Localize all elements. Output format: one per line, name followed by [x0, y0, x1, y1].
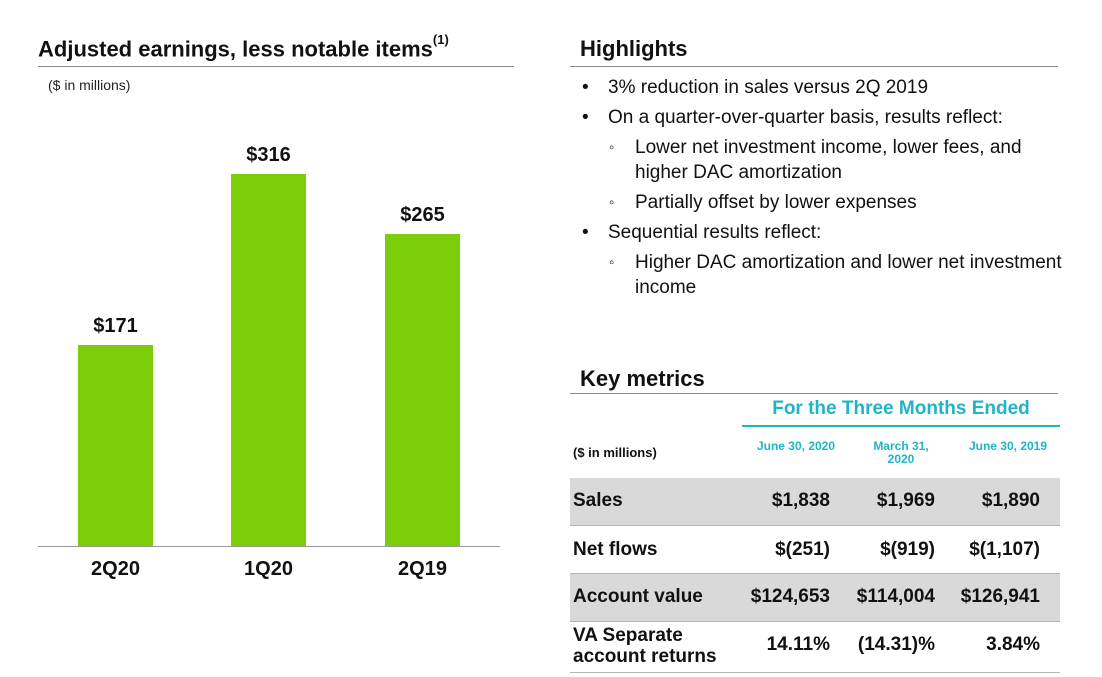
bar-2Q20 — [78, 344, 153, 546]
row-value: 14.11% — [766, 634, 830, 655]
metrics-title-rule — [570, 393, 1058, 394]
row-value: $126,941 — [960, 586, 1040, 607]
row-divider — [570, 621, 1060, 622]
row-value: $124,653 — [750, 586, 830, 607]
highlight-item: 3% reduction in sales versus 2Q 2019 — [608, 77, 929, 98]
row-label: VA Separate account returns — [573, 625, 717, 667]
row-value: $(1,107) — [969, 539, 1040, 560]
row-label: Account value — [573, 586, 703, 607]
category-label: 2Q20 — [91, 558, 140, 580]
bullet-icon: • — [582, 77, 589, 98]
column-header: June 30, 2019 — [968, 439, 1048, 453]
row-value: $(251) — [775, 539, 830, 560]
column-header: March 31, 2020 — [873, 439, 929, 466]
table-row — [570, 478, 1060, 525]
bar-chart: $171 2Q20 $316 1Q20 $265 2Q19 — [38, 100, 500, 620]
row-divider — [570, 525, 1060, 526]
row-value: $1,890 — [981, 490, 1040, 511]
bar-value-label: $316 — [246, 144, 291, 166]
category-label: 2Q19 — [398, 558, 447, 580]
row-value: (14.31)% — [857, 634, 935, 655]
period-header-rule — [742, 425, 1060, 427]
column-header: June 30, 2020 — [756, 439, 836, 453]
table-row — [570, 574, 1060, 621]
bullet-icon: • — [582, 222, 589, 243]
row-label: Net flows — [573, 539, 658, 560]
highlights-title-rule — [570, 66, 1058, 67]
highlight-item: Higher DAC amortization and lower net in… — [635, 252, 1062, 298]
table-unit-label: ($ in millions) — [573, 445, 657, 460]
bullet-icon: • — [582, 107, 589, 128]
chart-baseline — [38, 546, 500, 547]
footnote-marker: (1) — [432, 32, 449, 47]
row-value: 3.84% — [986, 634, 1040, 655]
bar-2Q19 — [385, 234, 460, 546]
sub-bullet-icon: ◦ — [609, 139, 615, 156]
row-divider — [570, 672, 1060, 673]
metrics-title: Key metrics — [580, 366, 705, 391]
row-value: $114,004 — [856, 586, 935, 607]
chart-title: Adjusted earnings, less notable items(1) — [38, 32, 449, 62]
row-divider — [570, 573, 1060, 574]
bar-1Q20 — [231, 174, 306, 546]
sub-bullet-icon: ◦ — [609, 254, 615, 271]
row-label: Sales — [573, 490, 623, 511]
category-label: 1Q20 — [244, 558, 293, 580]
chart-unit-note: ($ in millions) — [48, 77, 131, 93]
highlight-item: Lower net investment income, lower fees,… — [635, 137, 1022, 183]
chart-title-rule — [38, 66, 514, 67]
highlight-item: On a quarter-over-quarter basis, results… — [608, 107, 1003, 128]
row-value: $1,838 — [771, 490, 830, 511]
highlight-item: Sequential results reflect: — [608, 222, 822, 243]
row-value: $(919) — [880, 539, 935, 560]
period-header: For the Three Months Ended — [772, 398, 1030, 419]
highlight-item: Partially offset by lower expenses — [635, 192, 917, 213]
row-value: $1,969 — [876, 490, 935, 511]
bar-value-label: $265 — [400, 204, 445, 227]
sub-bullet-icon: ◦ — [609, 194, 615, 211]
highlights-title: Highlights — [580, 36, 688, 61]
bar-value-label: $171 — [93, 314, 138, 337]
